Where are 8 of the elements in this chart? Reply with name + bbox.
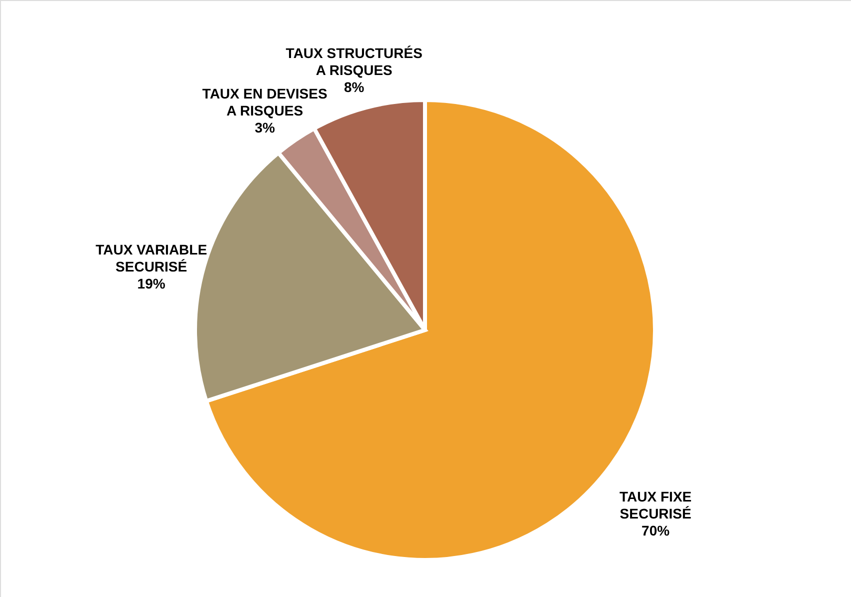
slice-label: TAUX STRUCTURÉS A RISQUES xyxy=(286,44,422,78)
slice-label: TAUX FIXE SECURISÉ xyxy=(620,488,692,522)
data-label: 70% xyxy=(642,522,670,539)
data-label: 19% xyxy=(137,275,166,292)
data-label: 8% xyxy=(344,78,365,95)
slice-label: TAUX VARIABLE SECURISÉ xyxy=(96,241,208,274)
slice-label: TAUX EN DEVISES A RISQUES xyxy=(202,85,328,118)
data-label: 3% xyxy=(254,119,276,136)
